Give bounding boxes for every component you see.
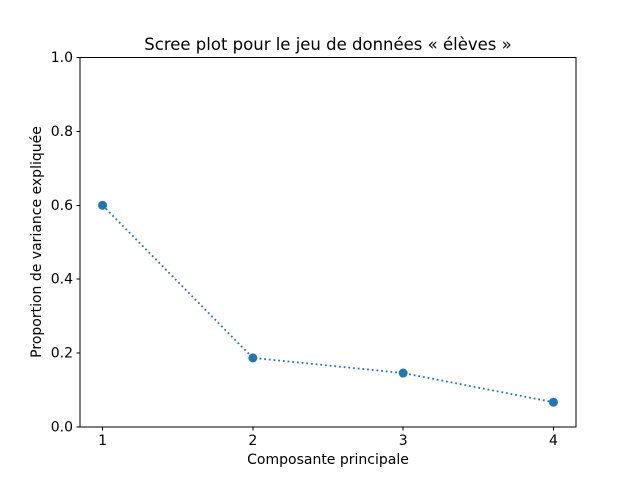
y-tick-label: 0.6	[51, 198, 73, 214]
y-tick-label: 0.2	[51, 346, 73, 362]
x-tick-label: 2	[248, 433, 257, 449]
x-axis-label: Composante principale	[247, 452, 409, 468]
x-tick-label: 1	[98, 433, 107, 449]
x-tick-label: 3	[399, 433, 408, 449]
y-tick-label: 0.0	[51, 420, 73, 436]
data-point	[98, 200, 108, 210]
data-point	[548, 397, 558, 407]
plot-frame	[79, 57, 577, 428]
chart-title: Scree plot pour le jeu de données « élèv…	[144, 35, 511, 54]
plot-border	[79, 57, 577, 428]
y-axis-label: Proportion de variance expliquée	[29, 126, 45, 358]
data-series	[98, 200, 558, 407]
trend-line	[101, 204, 554, 404]
x-tick-label: 4	[549, 433, 558, 449]
data-point	[248, 353, 258, 363]
data-point	[398, 368, 408, 378]
y-tick-label: 0.8	[51, 124, 73, 140]
axis-ticks: 1 2 3 4 0.0 0.2 0.4 0.6 0.8 1.0	[51, 50, 558, 449]
y-tick-label: 0.4	[51, 272, 73, 288]
y-tick-label: 1.0	[51, 50, 73, 66]
